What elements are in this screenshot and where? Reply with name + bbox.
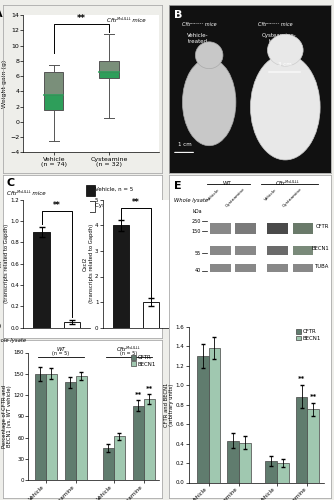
FancyBboxPatch shape bbox=[210, 223, 231, 234]
Ellipse shape bbox=[268, 34, 303, 66]
FancyBboxPatch shape bbox=[293, 246, 313, 255]
FancyBboxPatch shape bbox=[293, 264, 313, 272]
Bar bbox=[308, 410, 319, 482]
Y-axis label: Cxcl2
(transcripts related to Gapdh): Cxcl2 (transcripts related to Gapdh) bbox=[83, 224, 94, 304]
Text: Cysteamine-
treated: Cysteamine- treated bbox=[262, 34, 296, 44]
Text: **: ** bbox=[310, 394, 317, 400]
Bar bbox=[63, 322, 80, 328]
Bar bbox=[227, 440, 239, 482]
Text: 1 cm: 1 cm bbox=[178, 142, 192, 148]
Text: Cftrᴹˢᴸᴵᴸᴸᴸ mice: Cftrᴹˢᴸᴵᴸᴸᴸ mice bbox=[107, 18, 146, 22]
Legend: CFTR, BECN1: CFTR, BECN1 bbox=[296, 330, 321, 340]
FancyBboxPatch shape bbox=[267, 264, 288, 272]
Bar bbox=[65, 382, 76, 480]
Text: D: D bbox=[0, 322, 1, 332]
Text: 150: 150 bbox=[191, 229, 200, 234]
Bar bbox=[114, 436, 125, 480]
Text: kDa: kDa bbox=[192, 210, 202, 214]
Text: Vehicle-
treated: Vehicle- treated bbox=[187, 34, 209, 44]
FancyBboxPatch shape bbox=[210, 246, 231, 255]
Text: **: ** bbox=[77, 14, 86, 24]
FancyBboxPatch shape bbox=[99, 61, 119, 72]
Bar bbox=[76, 376, 87, 480]
Ellipse shape bbox=[182, 58, 236, 146]
Text: C: C bbox=[7, 178, 15, 188]
Text: **: ** bbox=[132, 198, 140, 207]
Y-axis label: Tnf
(transcripts related to Gapdh): Tnf (transcripts related to Gapdh) bbox=[0, 224, 9, 304]
FancyBboxPatch shape bbox=[267, 223, 288, 234]
FancyBboxPatch shape bbox=[44, 72, 63, 95]
Bar bbox=[86, 201, 95, 212]
Bar bbox=[197, 356, 208, 482]
Text: BECN1: BECN1 bbox=[311, 246, 329, 252]
Text: Cftrᴹˢᴸᴵᴸᴸᴸ: Cftrᴹˢᴸᴵᴸᴸᴸ bbox=[117, 347, 140, 352]
Text: **: ** bbox=[298, 376, 305, 382]
Y-axis label: Percentage of CFTR and
BECN1 (vs. WT vehicle): Percentage of CFTR and BECN1 (vs. WT veh… bbox=[2, 384, 12, 448]
FancyBboxPatch shape bbox=[44, 95, 63, 110]
Text: CFTR: CFTR bbox=[316, 224, 329, 230]
FancyBboxPatch shape bbox=[235, 223, 256, 234]
Bar bbox=[277, 463, 289, 482]
Text: Cysteamine, n = 5: Cysteamine, n = 5 bbox=[96, 204, 147, 208]
Text: 55: 55 bbox=[194, 251, 200, 256]
Bar bbox=[35, 374, 46, 480]
Text: Cysteamine: Cysteamine bbox=[282, 188, 303, 208]
Bar bbox=[113, 226, 129, 328]
Bar bbox=[33, 232, 50, 328]
Bar bbox=[239, 442, 251, 482]
Bar bbox=[265, 461, 277, 482]
Bar bbox=[86, 184, 95, 196]
FancyBboxPatch shape bbox=[99, 72, 119, 78]
Text: Whole lysate: Whole lysate bbox=[0, 338, 26, 344]
Bar bbox=[296, 396, 308, 482]
Y-axis label: CFTR and BECN1
(arbitrary units): CFTR and BECN1 (arbitrary units) bbox=[164, 382, 174, 426]
Text: TUBA: TUBA bbox=[315, 264, 329, 269]
Text: Whole lysate: Whole lysate bbox=[174, 198, 208, 202]
Text: E: E bbox=[174, 182, 181, 192]
Bar bbox=[143, 302, 160, 328]
Text: 250: 250 bbox=[191, 218, 200, 224]
FancyBboxPatch shape bbox=[235, 264, 256, 272]
Bar bbox=[144, 398, 155, 480]
Text: (n = 5): (n = 5) bbox=[120, 351, 137, 356]
FancyBboxPatch shape bbox=[267, 246, 288, 255]
Text: Cftrᴹˢᴸᴵᴸᴸᴸ mice: Cftrᴹˢᴸᴵᴸᴸᴸ mice bbox=[7, 191, 45, 196]
Legend: CFTR, BECN1: CFTR, BECN1 bbox=[131, 356, 156, 366]
Text: **: ** bbox=[53, 200, 60, 209]
FancyBboxPatch shape bbox=[293, 223, 313, 234]
Text: A: A bbox=[0, 10, 2, 20]
Bar bbox=[103, 448, 114, 480]
Bar bbox=[46, 374, 57, 480]
Bar bbox=[208, 348, 220, 482]
Text: Cftrᴹˢᴸᴵᴸᴸᴸ mice: Cftrᴹˢᴸᴵᴸᴸᴸ mice bbox=[258, 22, 292, 26]
Text: B: B bbox=[174, 10, 182, 20]
Ellipse shape bbox=[195, 42, 223, 68]
FancyBboxPatch shape bbox=[210, 264, 231, 272]
Text: Cftrᴹˢᴸᴵᴸᴸᴸ mice: Cftrᴹˢᴸᴵᴸᴸᴸ mice bbox=[182, 22, 216, 26]
Text: Vehicle: Vehicle bbox=[206, 188, 220, 202]
Text: WT: WT bbox=[56, 347, 65, 352]
Text: Vehicle: Vehicle bbox=[264, 188, 278, 202]
Ellipse shape bbox=[250, 54, 320, 160]
Text: Cftrᴹˢᴸᴵᴸᴸᴸ: Cftrᴹˢᴸᴵᴸᴸᴸ bbox=[276, 182, 300, 186]
Text: **: ** bbox=[135, 392, 142, 398]
Text: Cysteamine: Cysteamine bbox=[225, 188, 246, 208]
Text: (n = 5): (n = 5) bbox=[52, 351, 69, 356]
Text: 40: 40 bbox=[194, 268, 200, 274]
Text: Vehicle, n = 5: Vehicle, n = 5 bbox=[96, 187, 134, 192]
Text: WT: WT bbox=[223, 182, 232, 186]
Text: **: ** bbox=[146, 386, 153, 392]
Y-axis label: Weight gain (g): Weight gain (g) bbox=[2, 60, 7, 108]
FancyBboxPatch shape bbox=[235, 246, 256, 255]
Bar bbox=[133, 406, 144, 480]
Text: 3 cm: 3 cm bbox=[279, 62, 292, 67]
